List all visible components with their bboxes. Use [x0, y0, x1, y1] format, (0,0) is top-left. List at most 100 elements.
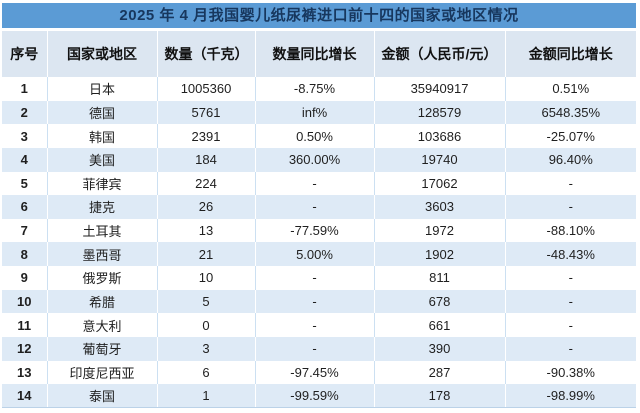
- table-row: 4 美国 184 360.00% 19740 96.40%: [2, 147, 636, 172]
- cell-quantity: 5761: [157, 100, 256, 125]
- cell-country: 葡萄牙: [47, 336, 158, 361]
- cell-quantity-growth: -: [255, 313, 375, 337]
- cell-amount: 19740: [374, 147, 506, 172]
- cell-amount-growth: -: [568, 270, 573, 286]
- table-row: 3 韩国 2391 0.50% 103686 -25.07%: [2, 124, 636, 148]
- cell-amount: 1972: [374, 218, 506, 243]
- table-row: 1 日本 1005360 -8.75% 35940917 0.51%: [2, 77, 636, 101]
- cell-amount-growth: -88.10%: [546, 223, 595, 239]
- cell-quantity: 3: [157, 336, 256, 361]
- cell-rank: 10: [2, 289, 48, 314]
- cell-quantity-growth: -77.59%: [255, 218, 375, 243]
- cell-amount-growth: 0.51%: [552, 81, 590, 97]
- cell-amount-growth: 96.40%: [548, 152, 593, 168]
- cell-country: 捷克: [47, 195, 158, 219]
- cell-country: 泰国: [47, 384, 158, 409]
- cell-amount: 3603: [374, 195, 506, 219]
- cell-rank: 7: [2, 218, 48, 243]
- table-header: 序号 国家或地区 数量（千克） 数量同比增长 金额（人民币/元） 金额同比增长: [2, 31, 636, 77]
- cell-quantity: 26: [157, 195, 256, 219]
- cell-country: 希腊: [47, 289, 158, 314]
- cell-country: 印度尼西亚: [47, 360, 158, 385]
- cell-quantity: 10: [157, 266, 256, 290]
- cell-amount: 390: [374, 336, 506, 361]
- cell-amount: 1902: [374, 242, 506, 266]
- table-row: 12 葡萄牙 3 - 390 -: [2, 336, 636, 361]
- cell-rank: 2: [2, 100, 48, 125]
- cell-quantity: 1: [157, 384, 256, 409]
- cell-rank: 4: [2, 147, 48, 172]
- cell-country: 美国: [47, 147, 158, 172]
- cell-rank: 1: [2, 77, 48, 101]
- cell-country: 德国: [47, 100, 158, 125]
- table-row: 14 泰国 1 -99.59% 178 -98.99%: [2, 384, 636, 409]
- cell-amount-growth: -48.43%: [546, 246, 595, 262]
- cell-amount-growth: 6548.35%: [541, 104, 601, 120]
- cell-quantity-growth: -: [255, 336, 375, 361]
- cell-country: 菲律宾: [47, 171, 158, 196]
- col-header-quantity: 数量（千克）: [157, 31, 256, 77]
- cell-quantity-growth: -: [255, 266, 375, 290]
- table-row: 10 希腊 5 - 678 -: [2, 289, 636, 314]
- cell-amount: 128579: [374, 100, 506, 125]
- cell-amount-growth: -: [568, 293, 573, 309]
- table-row: 11 意大利 0 - 661 -: [2, 313, 636, 337]
- cell-rank: 5: [2, 171, 48, 196]
- cell-amount-growth: -25.07%: [546, 128, 595, 144]
- cell-country: 土耳其: [47, 218, 158, 243]
- cell-amount-growth: -: [568, 199, 573, 215]
- cell-quantity: 21: [157, 242, 256, 266]
- table-row: 13 印度尼西亚 6 -97.45% 287 -90.38%: [2, 360, 636, 385]
- cell-amount: 103686: [374, 124, 506, 148]
- cell-quantity-growth: -99.59%: [255, 384, 375, 409]
- cell-amount-growth: -: [568, 175, 573, 191]
- cell-country: 俄罗斯: [47, 266, 158, 290]
- cell-amount: 17062: [374, 171, 506, 196]
- table-row: 2 德国 5761 inf% 128579 6548.35%: [2, 100, 636, 125]
- table-row: 5 菲律宾 224 - 17062 -: [2, 171, 636, 196]
- cell-quantity-growth: -: [255, 289, 375, 314]
- cell-amount-growth: -: [568, 317, 573, 333]
- cell-amount: 811: [374, 266, 506, 290]
- table-row: 8 墨西哥 21 5.00% 1902 -48.43%: [2, 242, 636, 266]
- cell-rank: 11: [2, 313, 48, 337]
- cell-country: 墨西哥: [47, 242, 158, 266]
- cell-quantity-growth: 5.00%: [255, 242, 375, 266]
- cell-amount: 661: [374, 313, 506, 337]
- cell-country: 韩国: [47, 124, 158, 148]
- cell-quantity: 6: [157, 360, 256, 385]
- cell-quantity-growth: -8.75%: [255, 77, 375, 101]
- col-header-quantity-growth: 数量同比增长: [255, 31, 375, 77]
- cell-quantity-growth: 0.50%: [255, 124, 375, 148]
- cell-country: 意大利: [47, 313, 158, 337]
- table-row: 7 土耳其 13 -77.59% 1972 -88.10%: [2, 218, 636, 243]
- cell-quantity: 5: [157, 289, 256, 314]
- cell-quantity: 0: [157, 313, 256, 337]
- cell-amount-growth: -98.99%: [505, 384, 636, 409]
- cell-quantity: 224: [157, 171, 256, 196]
- cell-quantity: 1005360: [157, 77, 256, 101]
- cell-rank: 8: [2, 242, 48, 266]
- cell-amount: 178: [374, 384, 506, 409]
- cell-amount: 35940917: [374, 77, 506, 101]
- cell-amount-growth: -90.38%: [546, 364, 595, 380]
- cell-quantity-growth: -: [255, 195, 375, 219]
- cell-amount: 287: [374, 360, 506, 385]
- table-row: 6 捷克 26 - 3603 -: [2, 195, 636, 219]
- import-table: 序号 国家或地区 数量（千克） 数量同比增长 金额（人民币/元） 金额同比增长 …: [2, 31, 636, 409]
- table-body: 1 日本 1005360 -8.75% 35940917 0.51% 2 德国 …: [2, 77, 636, 409]
- cell-quantity-growth: -97.45%: [255, 360, 375, 385]
- col-header-amount-growth: 金额同比增长: [505, 31, 636, 77]
- header-row: 序号 国家或地区 数量（千克） 数量同比增长 金额（人民币/元） 金额同比增长: [2, 31, 636, 77]
- cell-amount: 678: [374, 289, 506, 314]
- col-header-rank: 序号: [2, 31, 48, 77]
- table-title: 2025 年 4 月我国婴儿纸尿裤进口前十四的国家或地区情况: [2, 3, 636, 28]
- cell-quantity: 184: [157, 147, 256, 172]
- cell-quantity: 13: [157, 218, 256, 243]
- cell-quantity-growth: -: [255, 171, 375, 196]
- cell-rank: 14: [2, 384, 48, 409]
- cell-rank: 13: [2, 360, 48, 385]
- cell-rank: 3: [2, 124, 48, 148]
- col-header-amount: 金额（人民币/元）: [374, 31, 506, 77]
- cell-rank: 9: [2, 266, 48, 290]
